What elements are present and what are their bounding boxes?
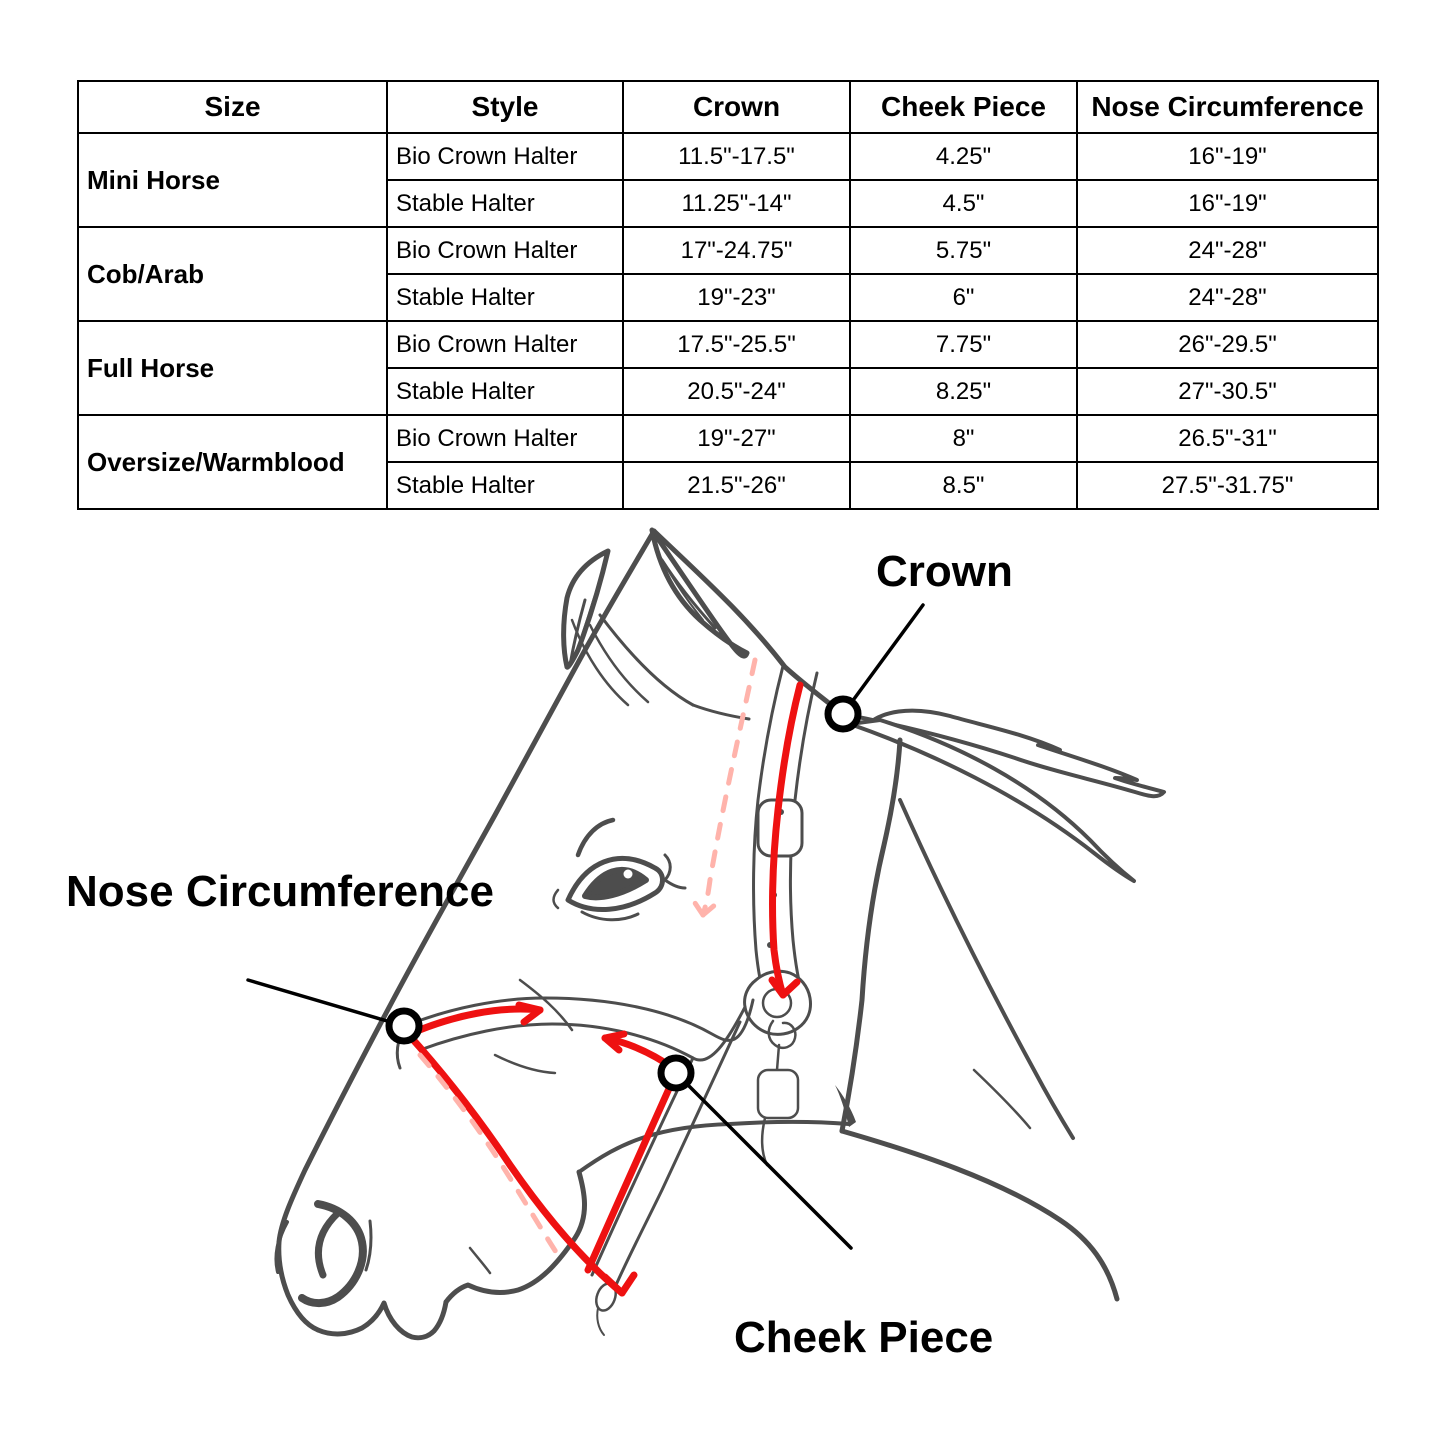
svg-text:Cheek Piece: Cheek Piece <box>734 1313 993 1362</box>
svg-text:Nose Circumference: Nose Circumference <box>66 867 494 916</box>
svg-text:Crown: Crown <box>876 547 1013 596</box>
